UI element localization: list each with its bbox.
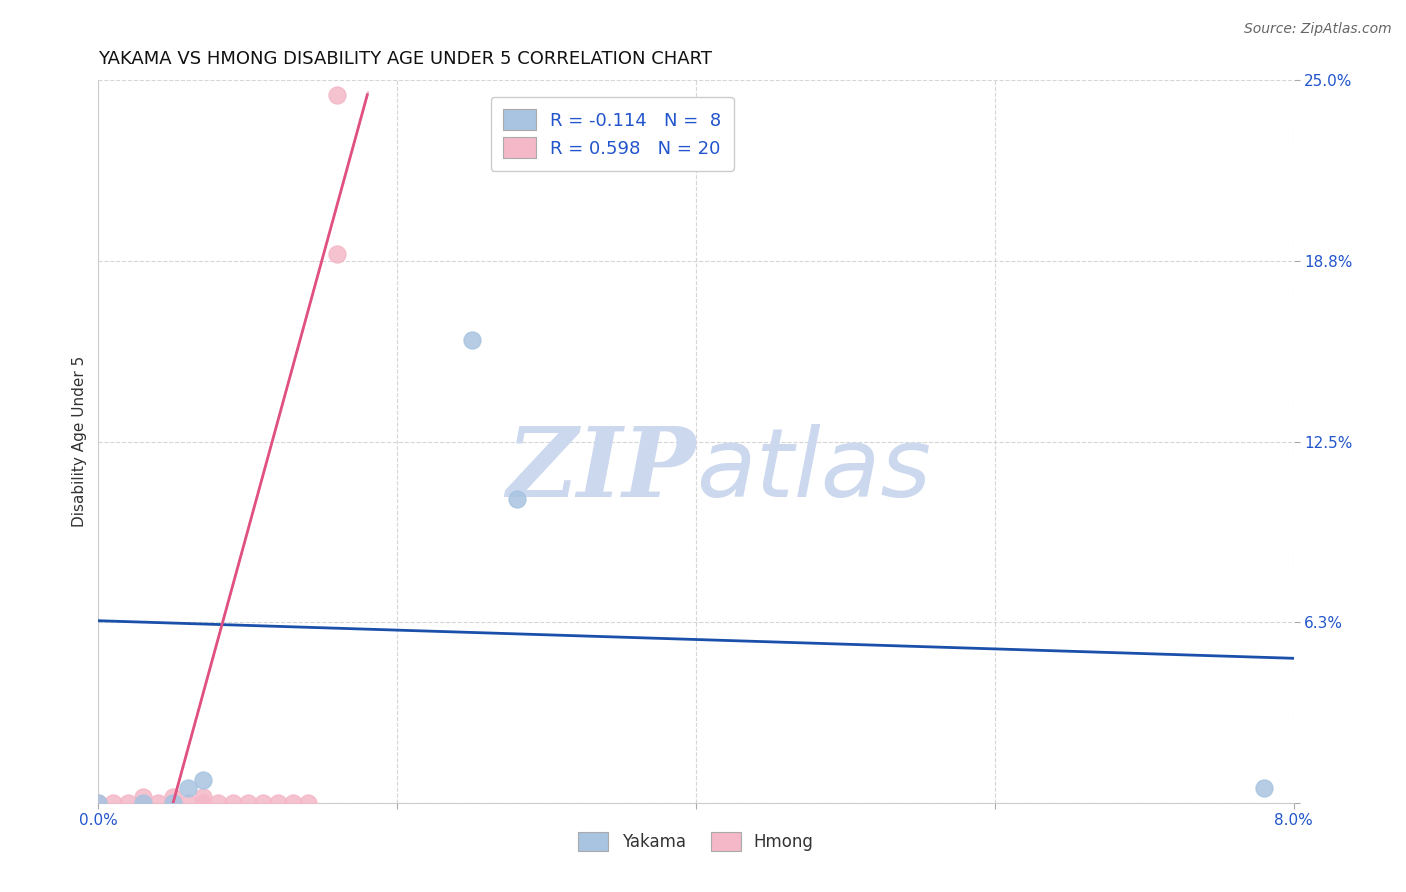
Point [177,796,200,810]
Point [132,790,155,805]
Point [1253,781,1275,796]
Point [103,796,125,810]
Point [326,87,349,102]
Point [297,796,319,810]
Text: YAKAMA VS HMONG DISABILITY AGE UNDER 5 CORRELATION CHART: YAKAMA VS HMONG DISABILITY AGE UNDER 5 C… [98,50,713,68]
Point [87,796,110,810]
Point [162,796,184,810]
Point [506,492,529,507]
Text: Source: ZipAtlas.com: Source: ZipAtlas.com [1244,22,1392,37]
Point [461,334,484,348]
Text: atlas: atlas [696,424,931,517]
Point [207,796,229,810]
Point [117,796,139,810]
Legend: Yakama, Hmong: Yakama, Hmong [569,823,823,860]
Point [281,796,304,810]
Point [252,796,274,810]
Point [177,781,200,796]
Point [162,796,184,810]
Y-axis label: Disability Age Under 5: Disability Age Under 5 [72,356,87,527]
Point [132,796,155,810]
Point [191,772,214,787]
Point [87,796,110,810]
Point [267,796,290,810]
Point [326,246,349,260]
Point [132,796,155,810]
Point [222,796,245,810]
Point [191,796,214,810]
Point [148,796,170,810]
Point [162,790,184,805]
Point [236,796,259,810]
Text: ZIP: ZIP [506,424,696,517]
Point [191,790,214,805]
